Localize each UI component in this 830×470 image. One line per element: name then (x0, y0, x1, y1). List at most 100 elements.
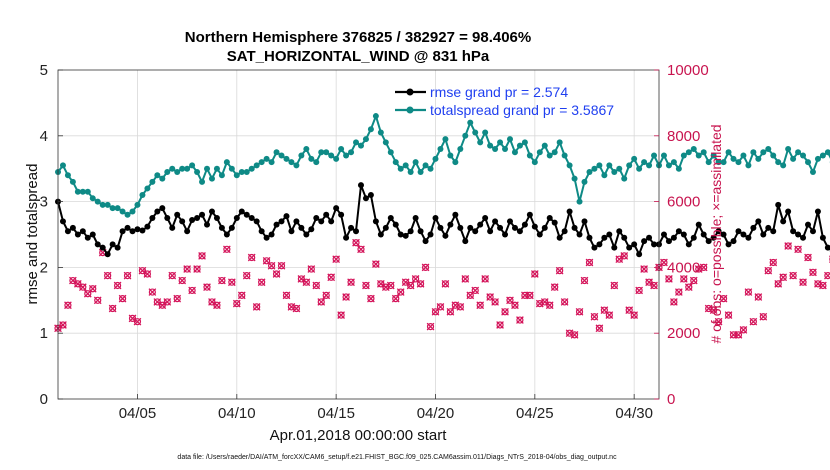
obs-assimilated-point (769, 258, 778, 267)
obs-assimilated-point (381, 283, 390, 291)
rmse-point (432, 215, 439, 222)
spread-point (159, 175, 166, 182)
spread-point (59, 162, 66, 169)
rmse-point (556, 234, 563, 241)
obs-assimilated-point (670, 298, 678, 306)
obs-assimilated-point (64, 301, 72, 310)
obs-possible-point (104, 272, 112, 280)
obs-possible-point (804, 253, 812, 262)
obs-possible-point (754, 293, 762, 301)
obs-assimilated-point (227, 278, 236, 287)
rmse-point (576, 231, 583, 238)
obs-assimilated-point (476, 301, 485, 310)
rmse-point (343, 234, 350, 241)
obs-assimilated-point (163, 298, 172, 306)
rmse-point (323, 211, 330, 218)
chart-subtitle: SAT_HORIZONTAL_WIND @ 831 hPa (227, 48, 490, 65)
spread-point (432, 155, 439, 162)
rmse-point (631, 241, 638, 248)
rmse-point (636, 251, 643, 258)
obs-possible-point (84, 290, 92, 298)
spread-point (571, 175, 578, 182)
obs-assimilated-point (327, 273, 336, 282)
rmse-point (467, 224, 474, 231)
rmse-point (233, 215, 240, 222)
obs-assimilated-point (525, 291, 534, 300)
rmse-point (79, 228, 86, 235)
data-file-footer: data file: /Users/raeder/DAI/ATM_forcXX/… (177, 454, 617, 461)
rmse-point (382, 224, 389, 231)
obs-assimilated-point (277, 261, 286, 270)
spread-point (660, 152, 667, 159)
spread-point (591, 165, 598, 172)
obs-possible-point (158, 301, 166, 309)
y-right-tick-label: 6000 (667, 194, 700, 211)
obs-assimilated-point (436, 303, 445, 311)
obs-possible-point (441, 280, 450, 288)
spread-point (735, 159, 742, 166)
obs-assimilated-point (694, 265, 703, 273)
rmse-point (348, 224, 355, 231)
obs-possible-point (322, 291, 330, 299)
rmse-point (179, 218, 186, 225)
obs-assimilated-point (297, 275, 306, 283)
x-tick-label: 04/15 (317, 405, 355, 422)
obs-possible-point (213, 301, 221, 309)
obs-assimilated-point (307, 265, 316, 273)
spread-point (551, 149, 558, 156)
x-axis-label: Apr.01,2018 00:00:00 start (270, 427, 448, 444)
obs-possible-point (615, 255, 623, 263)
spread-point (705, 159, 712, 166)
rmse-point (586, 234, 593, 241)
obs-possible-point (670, 298, 678, 306)
obs-possible-point (153, 298, 161, 306)
obs-assimilated-point (699, 263, 708, 272)
spread-point (611, 168, 618, 175)
x-tick-label: 04/30 (615, 405, 653, 422)
rmse-point (705, 238, 712, 245)
obs-assimilated-point (749, 317, 758, 326)
spread-point (546, 152, 553, 159)
obs-possible-point (645, 278, 653, 286)
legend: rmse grand pr = 2.574 totalspread grand … (395, 84, 614, 118)
spread-point (189, 162, 196, 169)
rmse-point (308, 226, 315, 233)
spread-point (775, 159, 782, 166)
obs-assimilated-point (357, 245, 365, 254)
spread-point (258, 159, 265, 166)
rmse-point (526, 211, 533, 218)
obs-assimilated-point (198, 252, 206, 260)
spread-point (586, 168, 593, 175)
spread-point (472, 129, 479, 136)
rmse-point (298, 224, 305, 231)
y-right-tick-label: 4000 (667, 259, 700, 276)
obs-possible-point (729, 331, 738, 339)
spread-point (482, 129, 489, 136)
rmse-point (367, 192, 374, 199)
rmse-point (730, 238, 737, 245)
rmse-point (700, 231, 707, 238)
spread-point (387, 149, 394, 156)
chart-title: Northern Hemisphere 376825 / 382927 = 98… (185, 29, 531, 46)
spread-point (208, 175, 215, 182)
spread-point (780, 162, 787, 169)
obs-possible-point (764, 267, 772, 275)
obs-possible-point (183, 265, 191, 273)
obs-assimilated-point (203, 283, 211, 291)
spread-point (64, 172, 71, 179)
obs-assimilated-point (103, 271, 112, 280)
spread-point (665, 162, 672, 169)
obs-possible-point (128, 314, 137, 322)
rmse-point (809, 228, 816, 235)
spread-point (353, 139, 360, 146)
obs-possible-point (307, 265, 315, 273)
rmse-point (819, 234, 826, 241)
obs-possible-point (148, 288, 156, 296)
obs-possible-point (407, 281, 415, 290)
obs-possible-point (759, 313, 767, 321)
obs-possible-point (198, 252, 206, 260)
spread-point (119, 208, 126, 215)
y-right-tick-label: 2000 (667, 325, 700, 342)
rmse-point (735, 228, 742, 235)
spread-point (646, 162, 653, 169)
